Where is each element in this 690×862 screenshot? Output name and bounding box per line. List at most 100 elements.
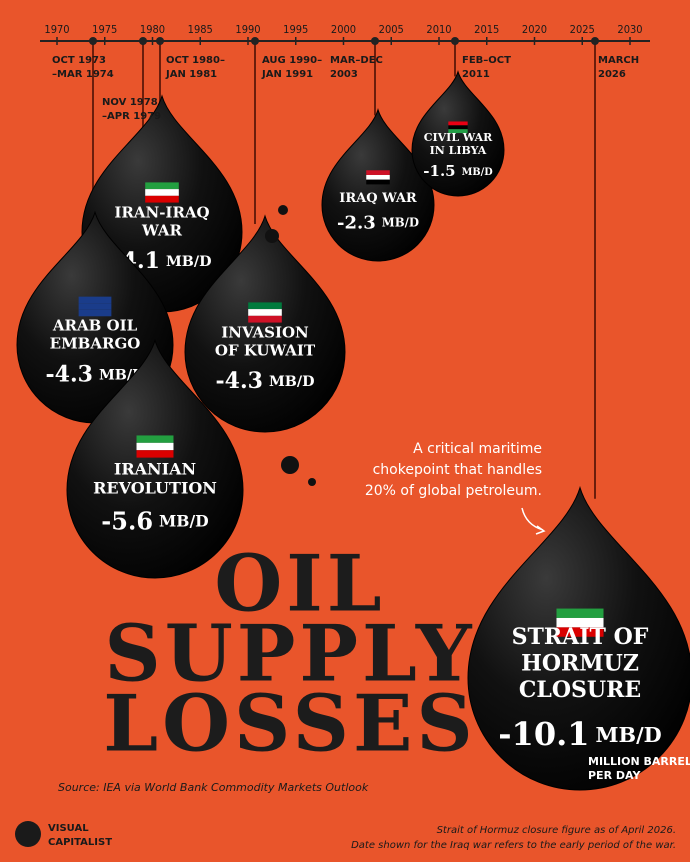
flag [366,170,390,175]
drop-shape [184,214,346,433]
event-value: -5.6 MB/D [101,506,208,535]
annotation-arrow [535,525,546,535]
title: OIL [214,539,385,630]
flag [136,450,174,458]
event-date: 2011 [462,69,490,80]
flag [136,435,174,443]
source: Source: IEA via World Bank Commodity Mar… [58,781,369,794]
event-date: OCT 1980– [166,55,225,66]
event-value: -4.3 MB/D [216,368,315,394]
annotation: 20% of global petroleum. [365,483,542,499]
event-date: MARCH [598,55,639,66]
footnote: Strait of Hormuz closure figure as of Ap… [437,825,676,836]
droplet [278,205,288,215]
flag [78,296,112,304]
event-name: HORMUZ [521,651,639,677]
flag [556,608,604,618]
flag [448,129,468,134]
annotation: chokepoint that handles [373,462,542,478]
flag [78,309,112,317]
value-unit: MB/D [159,512,209,531]
event-name: IRAN-IRAQ [114,203,209,221]
flag [556,617,604,628]
flag [136,442,174,451]
flag [556,627,604,637]
event-value: -2.3 MB/D [337,212,419,233]
flag [366,179,390,185]
event-date: –APR 1979 [102,111,161,122]
event-name: WAR [141,221,183,239]
value-unit: MB/D [269,374,315,390]
event-date: NOV 1978 [102,97,158,108]
event-date: MAR–DEC [330,55,383,66]
annotation: A critical maritime [413,441,542,457]
year-label: 2020 [522,23,547,36]
flag [448,121,468,126]
drop-shape [66,338,244,579]
flag [78,303,112,310]
event-name: CLOSURE [519,677,641,703]
event-date: JAN 1991 [261,69,313,80]
annotation-arrow [521,507,544,531]
value-number: -4.3 [216,368,263,394]
event-value: -10.1 MB/D [498,714,661,752]
event-name: REVOLUTION [93,479,217,498]
event-date: 2003 [330,69,358,80]
event-name: OF KUWAIT [215,341,316,359]
year-label: 2030 [617,23,642,36]
event-name: STRAIT OF [512,624,649,650]
year-label: 1975 [92,23,117,36]
flag [248,315,282,323]
event-value: -1.5 MB/D [423,162,493,180]
event-name: EMBARGO [50,335,141,353]
flag [145,182,179,190]
oil-drop: IRAQ WAR -2.3 MB/D [321,108,435,262]
title: LOSSES [103,679,477,770]
event-name: ARAB OIL [52,317,138,335]
value-number: -2.3 [337,212,376,233]
flag [366,174,390,180]
flag [248,302,282,310]
logo-icon [15,821,41,847]
flag [248,309,282,316]
title: SUPPLY [104,609,475,700]
value-unit: MB/D [382,215,419,229]
drop-shape [411,70,505,197]
droplet [265,229,279,243]
year-label: 2025 [570,23,595,36]
year-label: 2010 [426,23,451,36]
value-number: -4.3 [46,361,93,387]
year-label: 2015 [474,23,499,36]
droplet [308,478,316,486]
event-name: IRANIAN [114,459,196,478]
unit-note: MILLION BARRELS [588,755,690,768]
year-label: 1970 [44,23,69,36]
event-date: OCT 1973 [52,55,106,66]
value-unit: MB/D [462,167,494,178]
event-name: IN LIBYA [430,144,487,157]
flag [448,125,468,130]
event-date: 2026 [598,69,626,80]
year-label: 2005 [379,23,404,36]
event-date: AUG 1990– [262,55,322,66]
flag [145,189,179,196]
unit-note: PER DAY [588,769,641,782]
year-label: 1990 [235,23,260,36]
value-unit: MB/D [166,254,212,270]
value-number: -10.1 [498,714,589,752]
year-label: 1985 [188,23,213,36]
footnote: Date shown for the Iraq war refers to th… [351,840,676,851]
logo: VISUAL [48,823,89,834]
droplet [281,456,299,474]
event-name: IRAQ WAR [339,191,417,206]
year-label: 2000 [331,23,356,36]
year-label: 1980 [140,23,165,36]
year-label: 1995 [283,23,308,36]
event-date: –MAR 1974 [52,69,114,80]
